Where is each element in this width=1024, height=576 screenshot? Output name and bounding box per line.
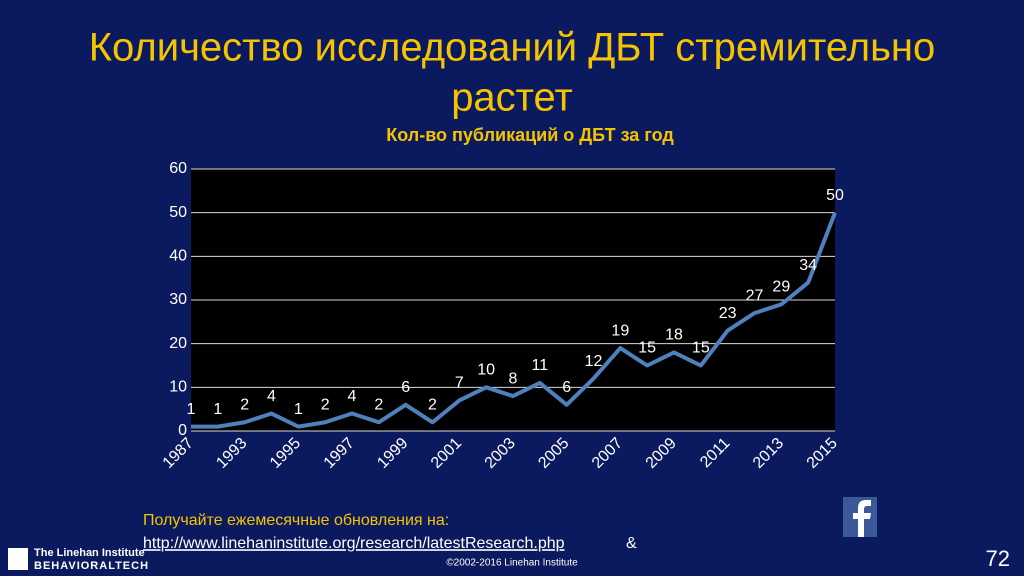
y-tick-label: 30 (169, 291, 187, 308)
y-tick-label: 0 (178, 422, 187, 439)
value-label: 7 (455, 375, 464, 392)
value-label: 50 (826, 187, 844, 204)
value-label: 4 (267, 388, 276, 405)
value-label: 2 (321, 396, 330, 413)
y-tick-label: 40 (169, 248, 187, 265)
value-label: 15 (638, 340, 656, 357)
y-tick-label: 60 (169, 160, 187, 177)
page-number: 72 (986, 546, 1010, 571)
y-tick-label: 20 (169, 335, 187, 352)
footer-link[interactable]: http://www.linehaninstitute.org/research… (143, 535, 565, 552)
footer-amp: & (626, 535, 637, 552)
value-label: 2 (240, 396, 249, 413)
footer-note: Получайте ежемесячные обновления на: (143, 512, 449, 529)
copyright: ©2002-2016 Linehan Institute (446, 558, 578, 569)
value-label: 4 (348, 388, 357, 405)
y-tick-label: 50 (169, 204, 187, 221)
value-label: 18 (665, 327, 683, 344)
logo-bottom: BEHAVIORALTECH (34, 560, 149, 572)
value-label: 1 (187, 401, 196, 418)
value-label: 1 (294, 401, 303, 418)
value-label: 2 (428, 396, 437, 413)
value-label: 10 (477, 362, 495, 379)
facebook-icon[interactable] (843, 497, 877, 537)
value-label: 11 (532, 357, 549, 374)
y-tick-label: 10 (169, 379, 187, 396)
value-label: 15 (692, 340, 710, 357)
line (191, 211, 837, 429)
value-label: 6 (562, 379, 571, 396)
value-label: 12 (585, 353, 603, 370)
value-label: 6 (401, 379, 410, 396)
value-label: 8 (509, 370, 518, 387)
slide-title: растет (451, 76, 573, 120)
value-label: 29 (772, 279, 790, 296)
value-label: 1 (213, 401, 222, 418)
logo-icon (8, 548, 28, 570)
chart-title: Кол-во публикаций о ДБТ за год (386, 125, 674, 145)
value-label: 23 (719, 305, 737, 322)
value-label: 2 (374, 396, 383, 413)
slide-title: Количество исследований ДБТ стремительно (89, 26, 936, 70)
value-label: 34 (799, 257, 817, 274)
value-label: 19 (611, 322, 629, 339)
value-label: 27 (746, 287, 764, 304)
logo-top: The Linehan Institute (34, 547, 145, 559)
